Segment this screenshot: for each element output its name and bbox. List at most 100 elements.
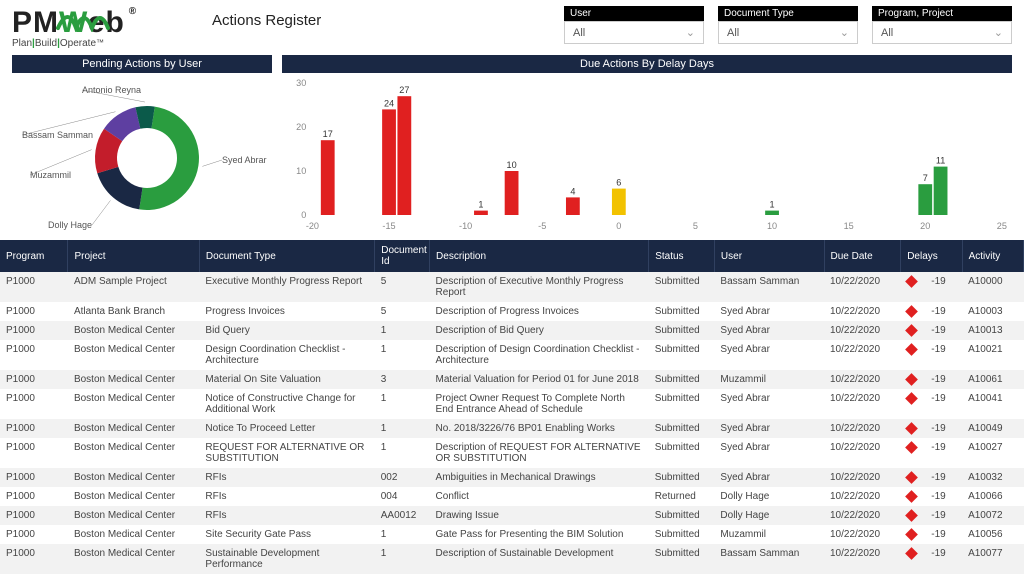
table-row[interactable]: P1000Boston Medical CenterREQUEST FOR AL… bbox=[0, 438, 1024, 468]
svg-text:-10: -10 bbox=[459, 221, 472, 231]
table-cell: Dolly Hage bbox=[714, 487, 824, 506]
donut-label: Muzammil bbox=[30, 170, 71, 180]
svg-text:-20: -20 bbox=[306, 221, 319, 231]
table-cell: -19 bbox=[901, 302, 962, 321]
svg-text:0: 0 bbox=[301, 210, 306, 220]
table-cell: Conflict bbox=[430, 487, 649, 506]
table-cell: 10/22/2020 bbox=[824, 321, 901, 340]
table-cell: Submitted bbox=[649, 525, 715, 544]
table-cell: Syed Abrar bbox=[714, 321, 824, 340]
table-row[interactable]: P1000Boston Medical CenterNotice To Proc… bbox=[0, 419, 1024, 438]
delay-indicator-icon bbox=[905, 324, 918, 337]
bar[interactable] bbox=[505, 171, 519, 215]
delay-indicator-icon bbox=[905, 373, 918, 386]
bar[interactable] bbox=[321, 140, 335, 215]
donut-label: Antonio Reyna bbox=[82, 85, 141, 95]
table-cell: 10/22/2020 bbox=[824, 419, 901, 438]
header: PMWeb® Plan|Build|Operate™ Actions Regis… bbox=[0, 0, 1024, 49]
table-cell: -19 bbox=[901, 525, 962, 544]
table-cell: 004 bbox=[375, 487, 430, 506]
table-cell: P1000 bbox=[0, 544, 68, 574]
table-cell: Bid Query bbox=[199, 321, 374, 340]
table-cell: 10/22/2020 bbox=[824, 272, 901, 302]
column-header[interactable]: Activity bbox=[962, 240, 1023, 272]
bar[interactable] bbox=[382, 109, 396, 215]
column-header[interactable]: Description bbox=[430, 240, 649, 272]
table-cell: Site Security Gate Pass bbox=[199, 525, 374, 544]
table-row[interactable]: P1000Boston Medical CenterNotice of Cons… bbox=[0, 389, 1024, 419]
table-cell: -19 bbox=[901, 340, 962, 370]
table-cell: -19 bbox=[901, 487, 962, 506]
bar[interactable] bbox=[566, 197, 580, 215]
table-cell: RFIs bbox=[199, 506, 374, 525]
table-cell: Dolly Hage bbox=[714, 506, 824, 525]
table-cell: Bassam Samman bbox=[714, 544, 824, 574]
table-row[interactable]: P1000Boston Medical CenterRFIs004Conflic… bbox=[0, 487, 1024, 506]
filter-label: Document Type bbox=[718, 6, 858, 21]
due-actions-chart: Due Actions By Delay Days 0102030-20-15-… bbox=[282, 55, 1012, 236]
filter-select[interactable]: All⌄ bbox=[564, 21, 704, 44]
delay-indicator-icon bbox=[905, 509, 918, 522]
table-cell: Boston Medical Center bbox=[68, 321, 199, 340]
column-header[interactable]: Document Type bbox=[199, 240, 374, 272]
table-cell: A10049 bbox=[962, 419, 1023, 438]
table-cell: P1000 bbox=[0, 487, 68, 506]
column-header[interactable]: User bbox=[714, 240, 824, 272]
svg-text:5: 5 bbox=[693, 221, 698, 231]
table-cell: Boston Medical Center bbox=[68, 419, 199, 438]
table-row[interactable]: P1000Boston Medical CenterDesign Coordin… bbox=[0, 340, 1024, 370]
table-cell: 1 bbox=[375, 438, 430, 468]
table-cell: Syed Abrar bbox=[714, 419, 824, 438]
table-row[interactable]: P1000Boston Medical CenterRFIs002Ambigui… bbox=[0, 468, 1024, 487]
bar[interactable] bbox=[612, 189, 626, 215]
bar[interactable] bbox=[765, 211, 779, 215]
table-cell: Submitted bbox=[649, 321, 715, 340]
column-header[interactable]: Status bbox=[649, 240, 715, 272]
table-cell: Boston Medical Center bbox=[68, 389, 199, 419]
table-cell: Boston Medical Center bbox=[68, 544, 199, 574]
table-cell: Description of Sustainable Development bbox=[430, 544, 649, 574]
column-header[interactable]: Document Id bbox=[375, 240, 430, 272]
table-cell: A10041 bbox=[962, 389, 1023, 419]
table-cell: Submitted bbox=[649, 506, 715, 525]
table-cell: Muzammil bbox=[714, 370, 824, 389]
table-row[interactable]: P1000ADM Sample ProjectExecutive Monthly… bbox=[0, 272, 1024, 302]
table-cell: A10027 bbox=[962, 438, 1023, 468]
svg-text:10: 10 bbox=[296, 166, 306, 176]
filter-select[interactable]: All⌄ bbox=[872, 21, 1012, 44]
table-row[interactable]: P1000Boston Medical CenterSite Security … bbox=[0, 525, 1024, 544]
table-cell: 1 bbox=[375, 389, 430, 419]
table-cell: Atlanta Bank Branch bbox=[68, 302, 199, 321]
column-header[interactable]: Program bbox=[0, 240, 68, 272]
column-header[interactable]: Delays bbox=[901, 240, 962, 272]
table-row[interactable]: P1000Boston Medical CenterMaterial On Si… bbox=[0, 370, 1024, 389]
table-cell: -19 bbox=[901, 468, 962, 487]
svg-text:10: 10 bbox=[767, 221, 777, 231]
bar[interactable] bbox=[934, 167, 948, 215]
table-cell: -19 bbox=[901, 370, 962, 389]
filter-select[interactable]: All⌄ bbox=[718, 21, 858, 44]
table-cell: 1 bbox=[375, 419, 430, 438]
bar[interactable] bbox=[397, 96, 411, 215]
column-header[interactable]: Project bbox=[68, 240, 199, 272]
column-header[interactable]: Due Date bbox=[824, 240, 901, 272]
table-cell: 1 bbox=[375, 321, 430, 340]
table-cell: P1000 bbox=[0, 506, 68, 525]
table-cell: A10061 bbox=[962, 370, 1023, 389]
donut-slice[interactable] bbox=[97, 167, 142, 210]
table-cell: Syed Abrar bbox=[714, 302, 824, 321]
table-cell: Submitted bbox=[649, 272, 715, 302]
bar[interactable] bbox=[474, 211, 488, 215]
svg-text:6: 6 bbox=[616, 178, 621, 188]
table-cell: 1 bbox=[375, 340, 430, 370]
table-row[interactable]: P1000Boston Medical CenterRFIsAA0012Draw… bbox=[0, 506, 1024, 525]
table-cell: 3 bbox=[375, 370, 430, 389]
table-cell: 002 bbox=[375, 468, 430, 487]
table-row[interactable]: P1000Boston Medical CenterBid Query1Desc… bbox=[0, 321, 1024, 340]
svg-text:15: 15 bbox=[844, 221, 854, 231]
donut-title: Pending Actions by User bbox=[12, 55, 272, 73]
table-row[interactable]: P1000Atlanta Bank BranchProgress Invoice… bbox=[0, 302, 1024, 321]
table-cell: Description of REQUEST FOR ALTERNATIVE O… bbox=[430, 438, 649, 468]
table-row[interactable]: P1000Boston Medical CenterSustainable De… bbox=[0, 544, 1024, 574]
bar[interactable] bbox=[918, 184, 932, 215]
